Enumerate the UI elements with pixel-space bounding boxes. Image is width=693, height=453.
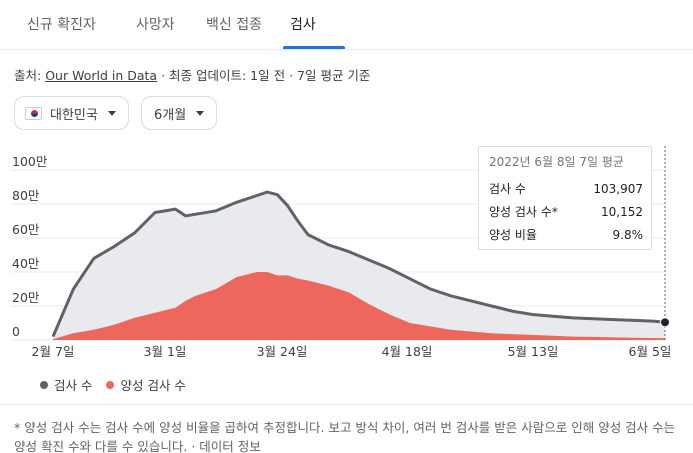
country-label: 대한민국 [50,107,98,123]
positive-area [53,272,665,340]
x-tick-label: 4월 18일 [382,344,433,359]
period-dropdown[interactable]: 6개월 [141,96,218,130]
tooltip-row-positive: 양성 검사 수* 10,152 [489,200,643,223]
tab-vaccinations[interactable]: 백신 접종 [206,17,262,33]
source-suffix: · 최종 업데이트: 1일 전 · 7일 평균 기준 [161,68,371,83]
active-tab-indicator [283,46,345,49]
legend-label: 검사 수 [54,378,93,393]
y-tick-label: 20만 [12,290,40,305]
legend-label: 양성 검사 수 [120,378,186,393]
testing-chart[interactable]: 0 20만 40만 60만 80만 100만 2월 7일 3월 1일 3월 24일 4월 18일… [0,140,693,365]
legend-item-tests: 검사 수 [40,375,92,394]
footnote: * 양성 검사 수는 검사 수에 양성 비율을 곱하여 추정합니다. 보고 방식… [14,420,676,453]
y-tick-label: 0 [12,324,20,339]
tooltip-label: 양성 검사 수* [489,205,558,219]
x-tick-label: 5월 13일 [508,344,559,359]
tests-line [51,190,666,338]
tooltip-value: 9.8% [612,227,644,242]
y-tick-label: 40만 [12,256,40,271]
chevron-down-icon [196,110,205,116]
tooltip-title: 2022년 6월 8일 7일 평균 [489,155,624,169]
legend-dot-icon [106,380,115,389]
legend-dot-icon [40,380,48,389]
source-prefix: 출처: [14,68,42,83]
chart-legend: 검사 수 양성 검사 수 [40,375,200,394]
y-tick-label: 60만 [12,222,40,237]
source-line: 출처: Our World in Data · 최종 업데이트: 1일 전 · … [14,65,370,84]
footnote-text: * 양성 검사 수는 검사 수에 양성 비율을 곱하여 추정합니다. 보고 방식… [14,420,676,453]
tab-new-cases[interactable]: 신규 확진자 [27,17,96,33]
tab-deaths[interactable]: 사망자 [136,17,175,33]
period-label: 6개월 [154,107,187,123]
x-tick-label: 3월 24일 [257,344,308,359]
x-tick-label: 2월 7일 [32,344,75,359]
tab-bar: 신규 확진자 사망자 백신 접종 검사 [0,0,693,50]
chevron-down-icon [107,110,116,116]
tooltip-row-tests: 검사 수 103,907 [489,177,643,200]
tab-testing[interactable]: 검사 [290,17,316,33]
chart-tooltip: 2022년 6월 8일 7일 평균 검사 수 103,907 양성 검사 수* … [478,146,652,250]
legend-item-positive: 양성 검사 수 [106,375,186,394]
tooltip-label: 양성 비율 [489,228,537,242]
korea-flag-icon [25,106,42,120]
tooltip-value: 103,907 [593,181,643,196]
x-tick-label: 3월 1일 [144,344,187,359]
source-link[interactable]: Our World in Data [45,68,158,83]
tooltip-value: 10,152 [601,204,643,219]
divider [0,404,693,405]
hover-dot [660,317,670,328]
y-tick-label: 100만 [12,154,48,169]
tooltip-row-rate: 양성 비율 9.8% [489,223,643,246]
y-tick-label: 80만 [12,188,40,203]
x-tick-label: 6월 5일 [629,344,672,359]
country-dropdown[interactable]: 대한민국 [14,96,129,130]
tooltip-label: 검사 수 [489,182,526,196]
data-info-link[interactable]: 데이터 정보 [199,439,261,453]
